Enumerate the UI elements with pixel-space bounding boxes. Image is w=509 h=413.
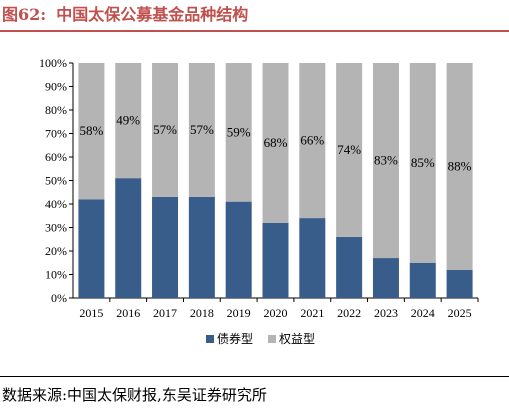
bar-bond xyxy=(152,196,179,298)
x-tick-label: 2020 xyxy=(264,306,288,320)
x-tick-label: 2015 xyxy=(79,306,103,320)
bar-equity xyxy=(409,63,436,263)
bar-equity xyxy=(336,63,363,237)
y-tick-label: 90% xyxy=(45,80,67,94)
y-tick-label: 0% xyxy=(51,291,67,305)
y-tick-label: 60% xyxy=(45,150,67,164)
y-tick-label: 20% xyxy=(45,244,67,258)
x-tick-label: 2023 xyxy=(374,306,398,320)
bar-equity xyxy=(225,63,252,202)
data-label: 85% xyxy=(411,155,435,170)
x-tick-label: 2025 xyxy=(448,306,472,320)
y-tick-label: 40% xyxy=(45,197,67,211)
bar-equity xyxy=(446,63,473,270)
data-label: 57% xyxy=(153,122,177,137)
bar-equity xyxy=(262,63,289,223)
bar-equity xyxy=(188,63,215,197)
data-label: 68% xyxy=(264,135,288,150)
data-label: 49% xyxy=(116,113,140,128)
figure-title: 图62: 中国太保公募基金品种结构 xyxy=(2,2,248,28)
x-tick-label: 2019 xyxy=(227,306,251,320)
stacked-bar-chart: 0% 10% 20% 30% 40% 50% 60% 70% 80% 90% 100% 2015 58%… xyxy=(39,56,479,346)
bar-equity xyxy=(78,63,105,200)
data-label: 57% xyxy=(190,122,214,137)
legend-swatch-equity xyxy=(268,335,276,343)
legend-swatch-bond xyxy=(206,335,214,343)
bar-bond xyxy=(225,201,252,298)
bar-bond xyxy=(446,269,473,298)
bar-bond xyxy=(115,178,142,298)
bar-bond xyxy=(299,218,326,298)
data-source: 数据来源:中国太保财报,东吴证券研究所 xyxy=(2,386,267,404)
bar-bond xyxy=(78,199,105,298)
bar-bond xyxy=(372,258,399,298)
y-tick-label: 80% xyxy=(45,103,67,117)
figure-title-text: 中国太保公募基金品种结构 xyxy=(56,5,249,24)
x-tick-label: 2024 xyxy=(411,306,435,320)
bar-bond xyxy=(336,236,363,298)
figure-number: 图62: xyxy=(2,5,47,24)
bar-bond xyxy=(188,196,215,298)
bar-equity xyxy=(115,63,142,179)
source-rule xyxy=(0,376,509,377)
x-tick-label: 2018 xyxy=(190,306,214,320)
data-label: 88% xyxy=(448,158,472,173)
legend-label-bond: 债券型 xyxy=(217,331,253,346)
bar-equity xyxy=(372,63,399,259)
bar-equity xyxy=(152,63,179,197)
data-label: 59% xyxy=(227,124,251,139)
y-tick-label: 50% xyxy=(45,174,67,188)
x-tick-label: 2016 xyxy=(116,306,140,320)
y-tick-label: 10% xyxy=(45,268,67,282)
legend-label-equity: 权益型 xyxy=(279,332,315,346)
y-tick-label: 100% xyxy=(39,56,67,70)
data-label: 74% xyxy=(337,142,361,157)
y-tick-label: 30% xyxy=(45,221,67,235)
bar-bond xyxy=(262,222,289,298)
bar-equity xyxy=(299,63,326,219)
x-tick-label: 2017 xyxy=(153,306,177,320)
bar-bond xyxy=(409,262,436,298)
x-tick-label: 2021 xyxy=(300,306,324,320)
data-label: 58% xyxy=(79,123,103,138)
x-tick-label: 2022 xyxy=(337,306,361,320)
data-label: 83% xyxy=(374,153,398,168)
data-label: 66% xyxy=(300,133,324,148)
title-rule xyxy=(0,30,509,32)
y-tick-label: 70% xyxy=(45,127,67,141)
